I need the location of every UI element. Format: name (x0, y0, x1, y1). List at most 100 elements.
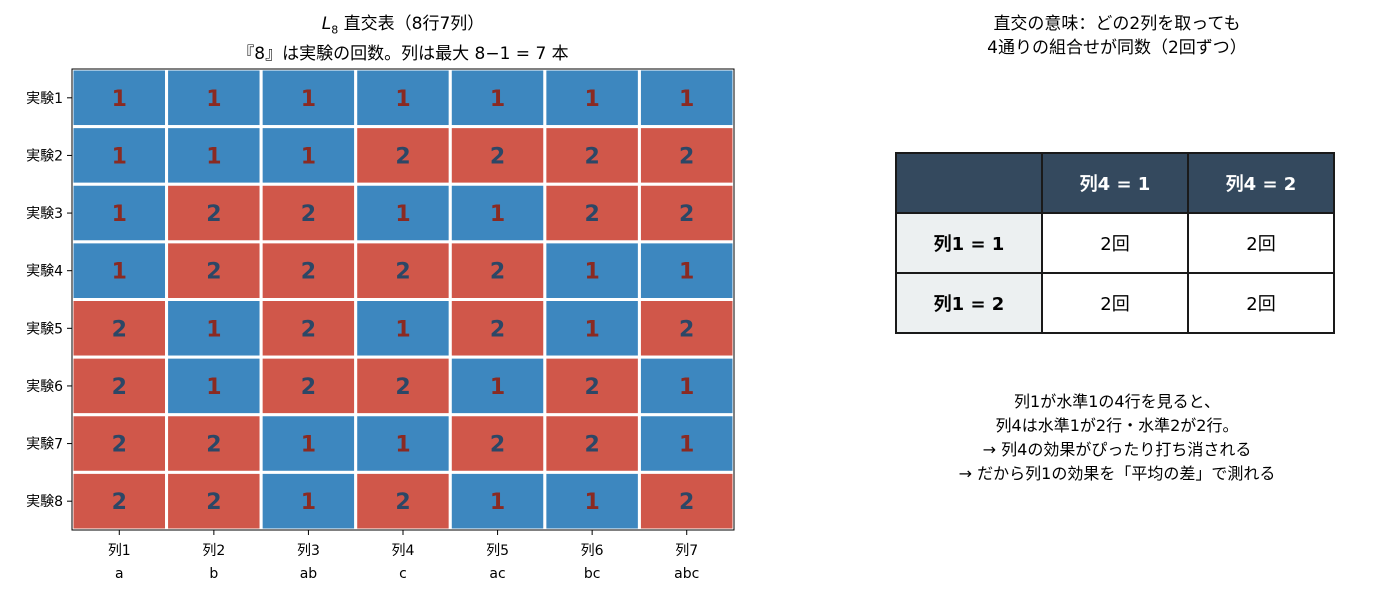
table-cell: 2回 (1187, 212, 1335, 274)
row-header-col1-2: 列1 = 2 (895, 272, 1043, 334)
col-header-col4-2: 列4 = 2 (1187, 152, 1335, 214)
x-tick-factor-label: ab (300, 566, 318, 582)
cell-value-label: 1 (679, 87, 694, 112)
cell-value-label: 1 (112, 144, 127, 169)
heatmap-title: L8 直交表（8行7列） 『8』は実験の回数。列は最大 8−1 = 7 本 (72, 12, 734, 66)
heatmap-cell (354, 182, 452, 244)
heatmap-cell (448, 470, 547, 532)
heatmap-cell (354, 125, 452, 186)
cell-value-label: 1 (112, 202, 127, 227)
title-line1-rest: 直交表（8行7列） (338, 14, 485, 34)
cell-value-label: 1 (679, 260, 694, 285)
cell-value-label: 2 (395, 260, 410, 285)
x-tick-label: 列3 (297, 543, 320, 559)
heatmap-cell (165, 470, 263, 532)
cell-value-label: 2 (584, 144, 599, 169)
heatmap-cell (165, 413, 263, 474)
table-row: 列1 = 2 2回 2回 (895, 272, 1335, 334)
heatmap-cell (543, 240, 641, 301)
cell-value-label: 2 (206, 260, 221, 285)
cell-value-label: 1 (301, 433, 316, 458)
heatmap-cell (448, 413, 547, 474)
x-tick-factor-label: ac (489, 566, 505, 582)
table-header-row: 列4 = 1 列4 = 2 (895, 152, 1335, 214)
heatmap-cell (259, 125, 358, 186)
heatmap-title-line2: 『8』は実験の回数。列は最大 8−1 = 7 本 (237, 44, 569, 65)
cell-value-label: 1 (206, 144, 221, 169)
heatmap-title-line1: L8 直交表（8行7列） (72, 12, 734, 42)
x-tick-label: 列5 (486, 543, 509, 559)
cell-value-label: 1 (395, 202, 410, 227)
heatmap-cell (543, 413, 641, 474)
cell-value-label: 2 (395, 144, 410, 169)
cell-value-label: 2 (206, 202, 221, 227)
cell-value-label: 2 (206, 490, 221, 515)
cell-value-label: 1 (679, 375, 694, 400)
cell-value-label: 1 (584, 260, 599, 285)
cell-value-label: 1 (490, 87, 505, 112)
cell-value-label: 1 (584, 490, 599, 515)
heatmap-cell (637, 240, 736, 301)
note-line: 列4は水準1が2行・水準2が2行。 (995, 416, 1239, 435)
x-tick-label: 列2 (202, 543, 225, 559)
x-tick-label: 列7 (675, 543, 698, 559)
cell-value-label: 1 (584, 87, 599, 112)
heatmap-cell (637, 298, 736, 359)
cell-value-label: 2 (301, 260, 316, 285)
col-header-col4-1: 列4 = 1 (1041, 152, 1189, 214)
x-tick-factor-label: c (399, 566, 407, 582)
table-cell: 2回 (1187, 272, 1335, 334)
cell-value-label: 1 (112, 260, 127, 285)
x-tick-label: 列1 (108, 543, 131, 559)
cell-value-label: 1 (301, 144, 316, 169)
cell-value-label: 1 (490, 375, 505, 400)
cell-value-label: 2 (490, 260, 505, 285)
cell-value-label: 2 (584, 433, 599, 458)
heatmap-cell (543, 355, 641, 417)
cell-value-label: 2 (395, 375, 410, 400)
cell-value-label: 1 (584, 317, 599, 342)
cell-value-label: 1 (490, 202, 505, 227)
table-cell: 2回 (1041, 272, 1189, 334)
cell-value-label: 2 (112, 490, 127, 515)
cell-value-label: 1 (395, 87, 410, 112)
cell-value-label: 1 (301, 87, 316, 112)
cell-value-label: 2 (584, 375, 599, 400)
table-corner-cell (895, 152, 1043, 214)
y-tick-label: 実験7 (26, 437, 63, 453)
heatmap-cell (165, 355, 263, 417)
cell-value-label: 2 (112, 433, 127, 458)
cell-value-label: 1 (395, 433, 410, 458)
orthogonal-array-heatmap: 1 1 1 1 1 1 1 1 1 1 2 2 2 2 1 2 2 1 1 2 2 1 2 2 2 2 1 1 2 1 2 1 2 1 2 2 1 2 2 1… (26, 67, 736, 582)
cell-value-label: 1 (490, 490, 505, 515)
note-line: → 列4の効果がぴったり打ち消される (982, 440, 1252, 459)
x-tick-label: 列6 (581, 543, 604, 559)
heatmap-cell (448, 182, 547, 244)
cell-value-label: 2 (301, 317, 316, 342)
table-title-line2: 4通りの組合せが同数（2回ずつ） (987, 38, 1247, 58)
cell-value-label: 1 (206, 87, 221, 112)
cell-value-label: 2 (301, 202, 316, 227)
x-tick-factor-label: bc (584, 566, 601, 582)
cell-value-label: 2 (206, 433, 221, 458)
y-tick-label: 実験1 (26, 91, 63, 107)
combination-count-table: 列4 = 1 列4 = 2 列1 = 1 2回 2回 列1 = 2 2回 2回 (895, 152, 1335, 334)
heatmap-cell (70, 67, 169, 129)
title-italic-L: L (321, 14, 332, 34)
heatmap-cell (448, 125, 547, 186)
y-tick-label: 実験5 (26, 321, 63, 337)
explanation-note: 列1が水準1の4行を見ると、 列4は水準1が2行・水準2が2行。 → 列4の効果… (895, 390, 1339, 486)
y-tick-label: 実験6 (26, 379, 63, 395)
heatmap-cell (259, 240, 358, 301)
cell-value-label: 1 (206, 375, 221, 400)
cell-value-label: 1 (301, 490, 316, 515)
table-title-line1: 直交の意味：どの2列を取っても (993, 14, 1241, 34)
heatmap-cell (354, 470, 452, 532)
y-tick-label: 実験2 (26, 148, 63, 164)
cell-value-label: 2 (112, 375, 127, 400)
cell-value-label: 2 (679, 317, 694, 342)
cell-value-label: 2 (490, 144, 505, 169)
note-line: → だから列1の効果を「平均の差」で測れる (958, 464, 1276, 483)
note-line: 列1が水準1の4行を見ると、 (1014, 392, 1220, 411)
cell-value-label: 2 (584, 202, 599, 227)
